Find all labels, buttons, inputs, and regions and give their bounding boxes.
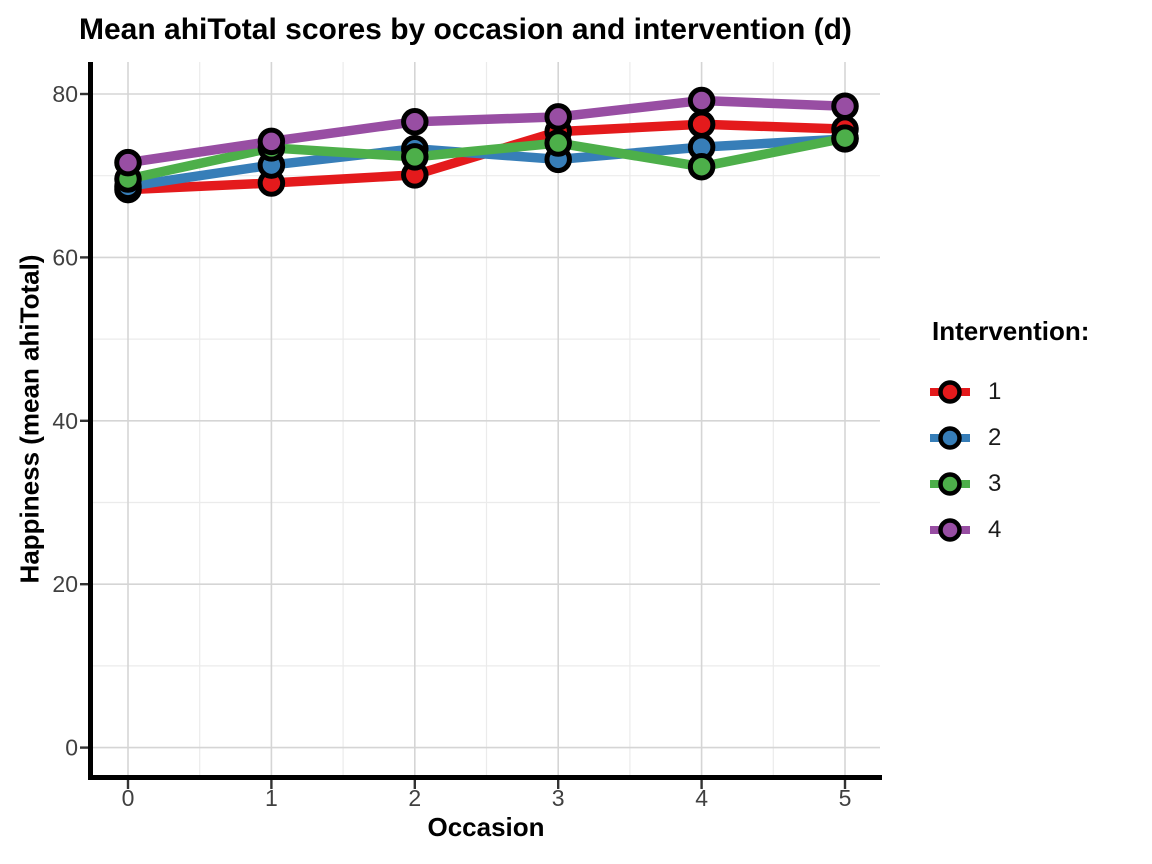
data-point-series3-occ3: [544, 129, 572, 157]
series-line-3: [123, 133, 850, 184]
legend-item-2: 2: [928, 415, 1148, 461]
legend-item-label: 2: [988, 424, 1002, 451]
legend-key-icon: [930, 426, 970, 450]
legend-item-1: 1: [928, 369, 1148, 415]
data-point-series4-occ3: [544, 103, 572, 131]
x-tick-label: 1: [265, 785, 278, 811]
x-axis-title: Occasion: [427, 812, 545, 842]
series-line-4: [123, 95, 850, 168]
x-tick-label: 4: [695, 785, 708, 811]
data-point-series4-occ2: [401, 108, 429, 136]
legend: Intervention: 1 2 3 4: [928, 316, 1148, 553]
x-tick-label: 0: [122, 785, 135, 811]
legend-item-3: 3: [928, 461, 1148, 507]
data-point-series3-occ2: [401, 143, 429, 171]
legend-key-point: [938, 426, 962, 450]
x-tick-label: 5: [839, 785, 852, 811]
legend-key-icon: [930, 472, 970, 496]
legend-item-label: 3: [988, 470, 1002, 497]
legend-item-4: 4: [928, 507, 1148, 553]
legend-key-icon: [930, 518, 970, 542]
chart-title: Mean ahiTotal scores by occasion and int…: [79, 13, 852, 46]
y-tick-label: 0: [65, 735, 78, 761]
data-point-series4-occ0: [114, 148, 142, 177]
legend-key-point: [938, 380, 962, 404]
data-point-series4-occ1: [257, 127, 286, 156]
y-tick-label: 80: [52, 81, 78, 107]
data-point-series3-occ5: [831, 124, 859, 152]
data-point-series4-occ4: [687, 86, 716, 115]
legend-key-point: [938, 472, 962, 496]
x-axis-line: [88, 775, 882, 780]
data-point-series4-occ5: [831, 92, 859, 121]
x-tick-label: 2: [408, 785, 421, 811]
y-tick-label: 60: [52, 244, 78, 270]
y-tick-label: 20: [52, 571, 78, 597]
y-axis-title: Happiness (mean ahiTotal): [14, 254, 45, 584]
data-point-series1-occ4: [687, 110, 716, 138]
legend-key-icon: [930, 380, 970, 404]
legend-title: Intervention:: [932, 316, 1090, 346]
x-tick-label: 3: [552, 785, 565, 811]
legend-item-label: 1: [988, 378, 1002, 405]
legend-items: 1 2 3 4: [928, 369, 1148, 553]
legend-key-point: [938, 518, 962, 542]
data-point-series3-occ4: [687, 152, 716, 181]
y-axis-line: [88, 62, 93, 780]
legend-item-label: 4: [988, 516, 1002, 543]
y-tick-label: 40: [52, 408, 78, 434]
